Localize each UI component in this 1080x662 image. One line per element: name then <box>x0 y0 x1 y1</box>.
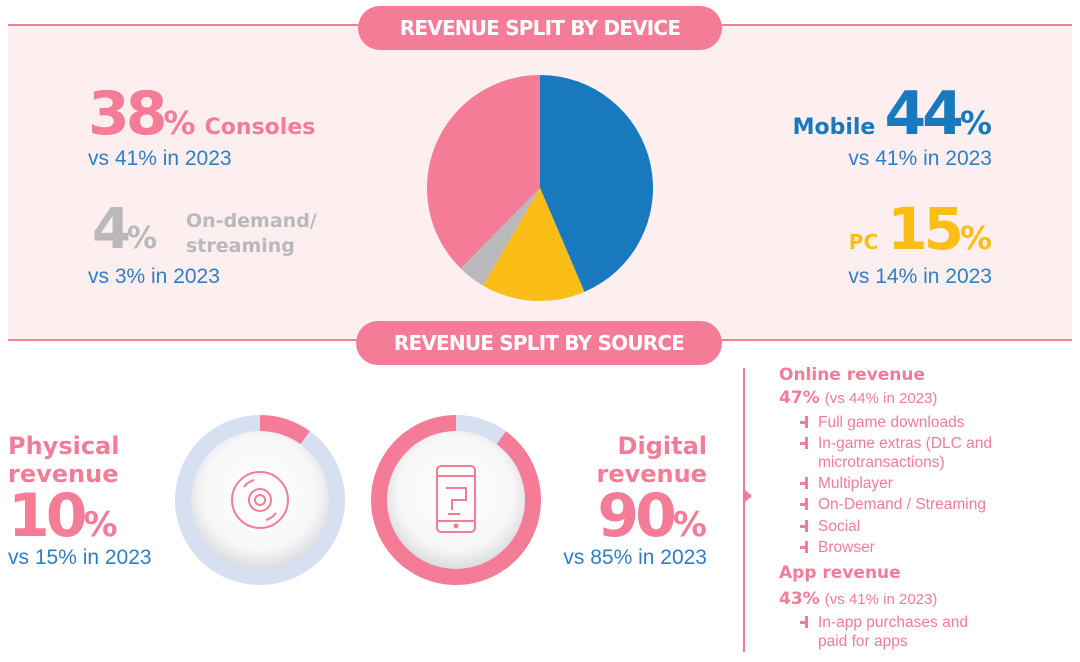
mobile-label: Mobile <box>792 115 876 140</box>
pc-value: 15 <box>887 195 964 263</box>
physical-label-line2: revenue <box>8 460 119 488</box>
online-revenue-title: Online revenue <box>779 365 926 385</box>
ondemand-comparison: vs 3% in 2023 <box>88 265 220 288</box>
consoles-value: 38 <box>88 79 167 149</box>
app-revenue-title: App revenue <box>779 563 901 583</box>
arrow-right-icon <box>745 490 752 502</box>
bullet-icon <box>800 437 809 449</box>
bullet-icon <box>800 477 809 489</box>
physical-comparison: vs 15% in 2023 <box>8 546 152 569</box>
mobile-stat: Mobile 44% <box>793 84 992 144</box>
ondemand-label: On-demand/ streaming <box>186 209 317 259</box>
device-pie-slices <box>427 75 654 302</box>
pie-slice-mobile <box>540 75 654 292</box>
app-revenue-value: 43% <box>779 589 820 609</box>
app-revenue-stat: 43% (vs 41% in 2023) <box>779 589 937 609</box>
smartphone-icon <box>436 465 476 533</box>
app-item-in-app-purchases: In-app purchases and <box>800 613 968 632</box>
physical-stat: 10% <box>8 486 118 546</box>
disc-icon <box>231 471 289 529</box>
digital-label-line2: revenue <box>596 460 707 488</box>
mobile-value: 44 <box>884 79 963 149</box>
bullet-icon <box>800 616 809 628</box>
digital-value: 90 <box>597 481 676 551</box>
consoles-label: Consoles <box>204 115 316 140</box>
physical-value: 10 <box>8 481 87 551</box>
bullet-icon <box>800 498 809 510</box>
device-pie-chart <box>427 75 654 302</box>
pc-unit: % <box>959 219 992 257</box>
physical-donut-chart <box>175 415 346 585</box>
online-item-in-game-extras: In-game extras (DLC and <box>800 434 992 453</box>
digital-label: Digital revenue <box>597 432 707 488</box>
bullet-icon <box>800 541 809 553</box>
ondemand-label-line2: streaming <box>186 235 295 257</box>
online-revenue-value: 47% <box>779 388 820 408</box>
physical-label-line1: Physical <box>8 432 120 460</box>
app-revenue-comparison: (vs 41% in 2023) <box>824 591 938 608</box>
consoles-stat: 38% Consoles <box>88 84 315 144</box>
online-item-multiplayer: Multiplayer <box>800 474 893 493</box>
digital-stat: 90% <box>597 486 707 546</box>
device-section-heading: REVENUE SPLIT BY DEVICE <box>358 6 722 50</box>
pc-label: PC <box>848 230 879 254</box>
bullet-icon <box>800 416 809 428</box>
ondemand-stat: 4% <box>92 202 157 258</box>
physical-donut-center <box>191 431 329 569</box>
mobile-unit: % <box>959 104 992 142</box>
online-item-full-game-downloads: Full game downloads <box>800 413 964 432</box>
digital-donut-chart <box>371 415 542 585</box>
pie-slice-consoles <box>427 75 540 269</box>
digital-comparison: vs 85% in 2023 <box>563 546 707 569</box>
pc-stat: PC 15% <box>849 200 992 258</box>
digital-label-line1: Digital <box>617 432 707 460</box>
digital-unit: % <box>672 505 707 545</box>
consoles-comparison: vs 41% in 2023 <box>88 147 232 170</box>
physical-unit: % <box>83 505 118 545</box>
ondemand-label-line1: On-demand/ <box>186 210 317 232</box>
bullet-icon <box>800 520 809 532</box>
source-section-heading: REVENUE SPLIT BY SOURCE <box>356 321 722 365</box>
consoles-unit: % <box>163 104 196 142</box>
online-item-social: Social <box>800 517 860 536</box>
pie-slice-on-demand-streaming <box>460 188 540 286</box>
ondemand-value: 4 <box>92 197 131 262</box>
physical-label: Physical revenue <box>8 432 119 488</box>
online-revenue-comparison: (vs 44% in 2023) <box>824 390 938 407</box>
online-item-in-game-extras-cont: microtransactions) <box>818 454 945 471</box>
online-item-browser: Browser <box>800 538 875 557</box>
mobile-comparison: vs 41% in 2023 <box>848 147 992 170</box>
online-item-on-demand-streaming: On-Demand / Streaming <box>800 495 986 514</box>
app-item-in-app-purchases-cont: paid for apps <box>818 633 908 650</box>
ondemand-unit: % <box>126 221 158 256</box>
pc-comparison: vs 14% in 2023 <box>848 265 992 288</box>
online-revenue-stat: 47% (vs 44% in 2023) <box>779 388 937 408</box>
pie-slice-pc <box>482 188 585 302</box>
online-breakdown-line <box>743 368 745 652</box>
